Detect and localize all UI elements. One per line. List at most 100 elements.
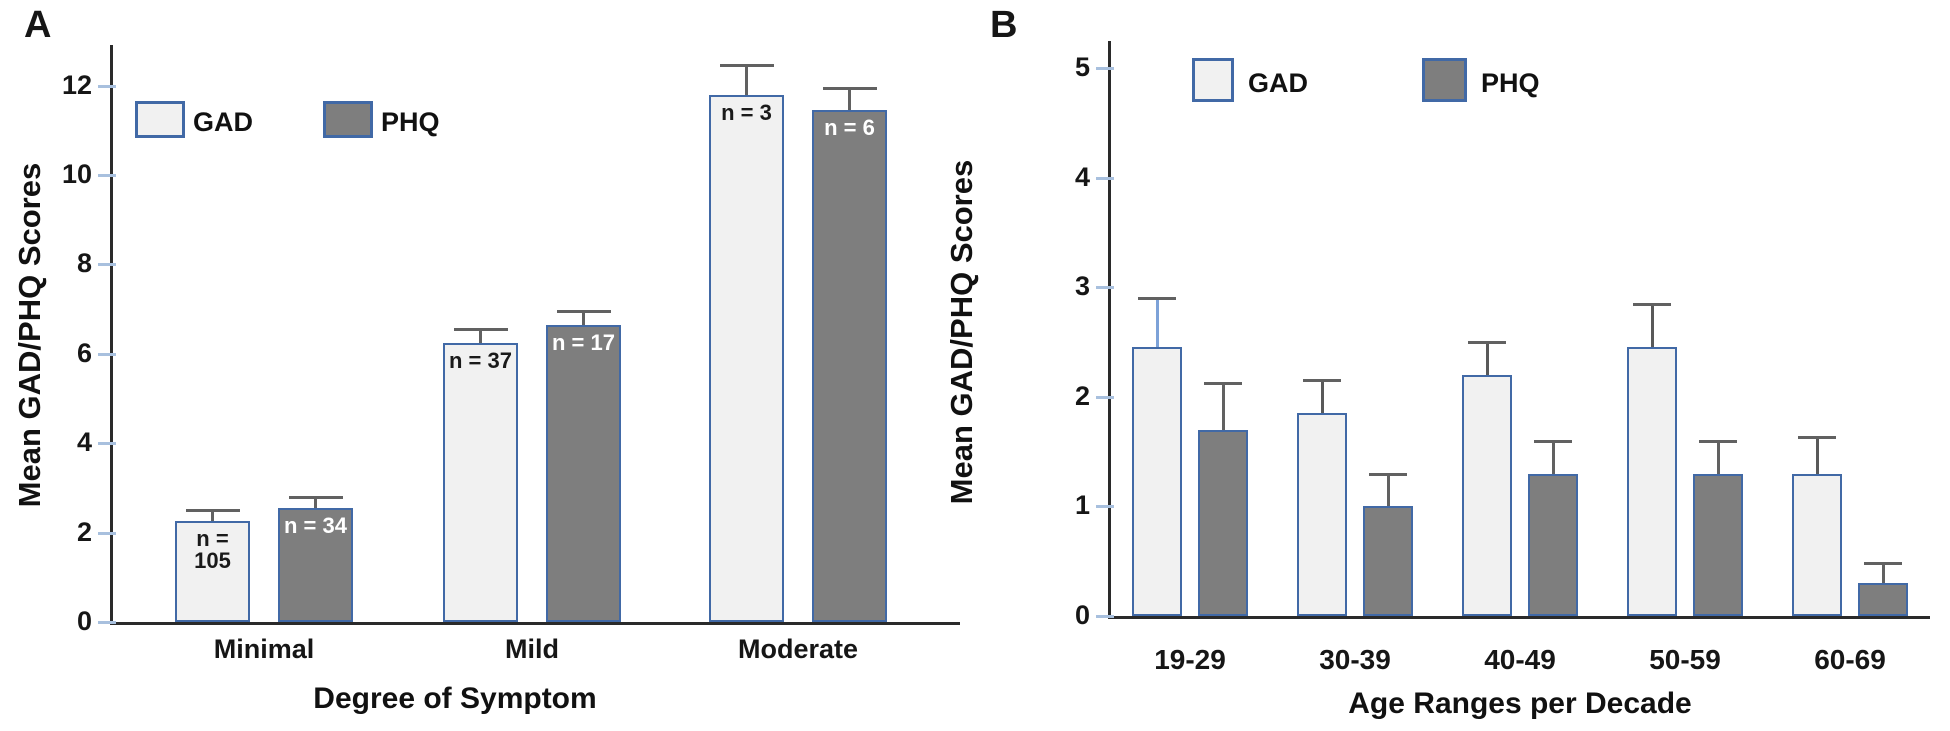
bar-n-label: n = 3 — [721, 99, 772, 125]
error-bar-stem — [1716, 440, 1720, 478]
y-tick-dash — [98, 174, 116, 177]
y-tick-label: 2 — [1074, 380, 1090, 411]
x-tick-label: 30-39 — [1319, 644, 1391, 675]
y-tick-dash — [1096, 395, 1114, 399]
y-tick-dash — [1096, 615, 1114, 618]
panel-b-y-axis — [1108, 41, 1111, 619]
bar-gad-mild — [443, 342, 518, 622]
error-bar-stem — [582, 311, 585, 329]
bar-gad-60-69 — [1792, 473, 1842, 616]
error-bar-cap — [1369, 472, 1407, 476]
y-tick-label: 5 — [1074, 52, 1090, 82]
x-tick-label: 40-49 — [1484, 644, 1556, 675]
bar-gad-minimal — [175, 521, 250, 622]
bar-n-label: n = 17 — [552, 329, 615, 355]
y-tick-dash — [98, 352, 116, 356]
bar-phq-30-39 — [1363, 506, 1413, 616]
y-tick-dash — [1096, 67, 1114, 70]
panel-b-legend-gad-label: GAD — [1248, 68, 1308, 98]
error-bar-stem — [1221, 382, 1225, 434]
y-tick-label: 4 — [1074, 161, 1090, 192]
error-bar-stem — [1815, 437, 1819, 478]
error-bar-stem — [1881, 563, 1885, 588]
bar-gad-moderate — [709, 94, 784, 622]
bar-gad-50-59 — [1627, 347, 1677, 616]
panel-a-legend-phq-label: PHQ — [381, 107, 440, 137]
error-bar-cap — [1303, 379, 1341, 383]
y-tick-dash — [98, 621, 116, 624]
y-tick-label: 0 — [1074, 600, 1090, 630]
y-tick-dash — [1096, 176, 1114, 180]
error-bar-cap — [1864, 562, 1902, 566]
panel-a-y-axis — [110, 45, 113, 625]
error-bar-stem — [211, 510, 214, 526]
y-tick-label: 2 — [76, 516, 92, 547]
y-tick-label: 3 — [1074, 271, 1090, 302]
panel-a-legend-phq-swatch — [323, 101, 373, 138]
panel-a-legend-gad-label: GAD — [193, 107, 253, 137]
error-bar-cap — [1798, 436, 1836, 440]
error-bar-cap — [453, 328, 508, 332]
bar-phq-19-29 — [1198, 429, 1248, 616]
error-bar-cap — [1633, 302, 1671, 306]
panel-b-x-axis-title: Age Ranges per Decade — [1348, 687, 1692, 720]
panel-b-letter: B — [990, 4, 1018, 46]
bar-phq-50-59 — [1693, 473, 1743, 616]
bar-phq-40-49 — [1528, 473, 1578, 616]
y-tick-dash — [98, 84, 116, 88]
x-tick-label: 19-29 — [1154, 644, 1226, 675]
x-tick-label: Minimal — [213, 634, 315, 664]
error-bar-cap — [288, 495, 343, 499]
error-bar-cap — [719, 64, 774, 68]
error-bar-stem — [314, 496, 317, 512]
bar-gad-40-49 — [1462, 374, 1512, 616]
error-bar-stem — [1386, 473, 1390, 511]
y-tick-label: 8 — [76, 248, 92, 279]
error-bar-cap — [822, 86, 877, 90]
error-bar-cap — [1204, 381, 1242, 385]
panel-a-letter: A — [24, 4, 52, 46]
x-tick-label: Mild — [505, 634, 559, 664]
error-bar-stem — [1155, 298, 1159, 352]
error-bar-stem — [1650, 303, 1654, 352]
y-tick-label: 0 — [76, 606, 92, 636]
bar-phq-60-69 — [1858, 583, 1908, 616]
y-tick-dash — [1096, 505, 1114, 509]
y-tick-label: 6 — [76, 337, 92, 368]
panel-a-x-axis-title: Degree of Symptom — [313, 682, 597, 715]
bar-n-label: n = 6 — [824, 115, 875, 141]
error-bar-cap — [1699, 439, 1737, 443]
error-bar-stem — [479, 329, 482, 347]
panel-b-y-axis-title: Mean GAD/PHQ Scores — [943, 159, 979, 505]
bar-phq-moderate — [812, 110, 887, 622]
y-tick-label: 4 — [76, 427, 92, 458]
panel-b-legend-phq-swatch — [1422, 58, 1467, 102]
x-tick-label: 50-59 — [1649, 644, 1721, 675]
x-tick-label: 60-69 — [1814, 644, 1886, 675]
panel-b-legend-phq-label: PHQ — [1481, 68, 1540, 98]
y-tick-dash — [98, 442, 116, 446]
error-bar-cap — [1138, 297, 1176, 301]
panel-a-legend-gad-swatch — [135, 101, 185, 138]
y-tick-label: 12 — [61, 69, 92, 100]
bar-gad-19-29 — [1132, 347, 1182, 616]
y-tick-label: 10 — [61, 159, 92, 189]
bar-n-label: n = 105 — [194, 526, 231, 574]
error-bar-cap — [185, 509, 240, 513]
error-bar-cap — [556, 310, 611, 314]
panel-b-legend-gad-swatch — [1192, 58, 1234, 102]
error-bar-stem — [1320, 380, 1324, 418]
x-tick-label: Moderate — [737, 634, 859, 664]
bar-phq-mild — [546, 324, 621, 622]
bar-n-label: n = 34 — [284, 513, 347, 538]
error-bar-stem — [848, 87, 851, 115]
y-tick-dash — [98, 531, 116, 535]
bar-n-label: n = 37 — [449, 347, 512, 373]
bar-gad-30-39 — [1297, 413, 1347, 616]
y-tick-label: 1 — [1074, 490, 1090, 521]
error-bar-stem — [1551, 440, 1555, 478]
error-bar-stem — [745, 65, 748, 99]
y-tick-dash — [98, 263, 116, 267]
error-bar-stem — [1485, 342, 1489, 379]
